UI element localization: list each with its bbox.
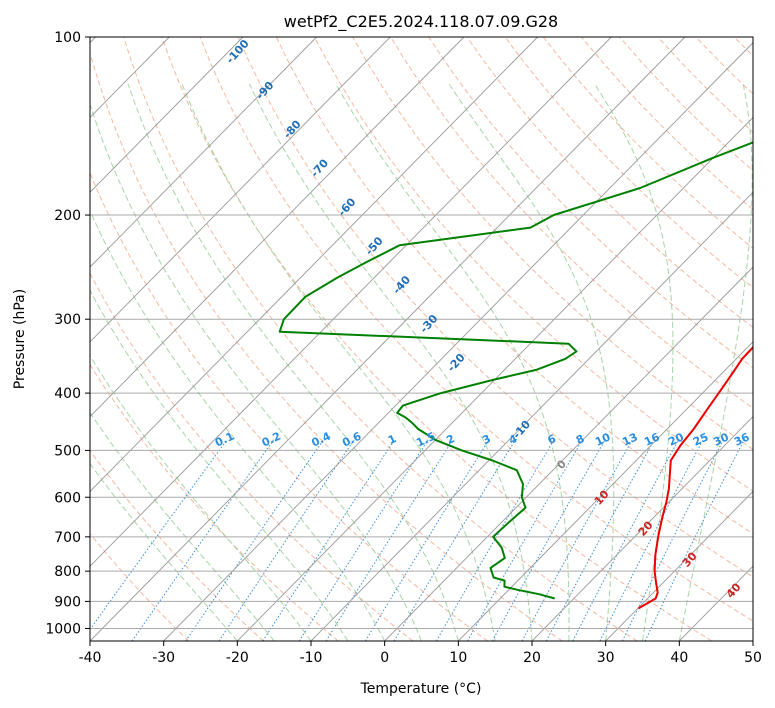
y-tick-label: 1000	[45, 621, 81, 637]
isotherm-line	[90, 37, 244, 193]
dry-adiabat-line	[237, 37, 753, 578]
profile-lines	[278, 141, 753, 610]
moist-adiabat-line	[248, 83, 533, 641]
moist-adiabat-line	[448, 83, 615, 641]
isotherm-line	[458, 341, 753, 641]
dry-adiabat-line	[161, 37, 712, 641]
mixing-ratio-label: 25	[691, 430, 710, 448]
x-tick-label: 50	[744, 650, 762, 666]
dry-adiabat-line	[90, 272, 414, 641]
x-tick-label: 30	[597, 650, 615, 666]
x-tick-label: 20	[523, 650, 541, 666]
mixing-ratio-line	[262, 439, 395, 641]
moist-adiabat-line	[678, 83, 753, 641]
y-tick-label: 600	[54, 490, 81, 506]
moist-adiabat-line	[335, 83, 570, 641]
mixing-ratio-label: 10	[593, 430, 613, 448]
y-tick-label: 400	[54, 386, 81, 402]
y-tick-label: 200	[54, 208, 81, 224]
moist-adiabat-line	[90, 102, 422, 641]
mixing-ratio-label: 13	[620, 430, 639, 448]
dry-adiabat-line	[199, 37, 753, 622]
x-tick-label: -40	[79, 650, 102, 666]
isotherm-line	[384, 266, 753, 641]
x-tick-label: 0	[380, 650, 389, 666]
y-axis: 100 200 300 400 500 600 700 800 900 1000	[45, 30, 90, 637]
mixing-ratio-label: 36	[732, 430, 752, 448]
isotherm-line	[90, 37, 465, 418]
mixing-ratio-line	[298, 439, 429, 641]
mixing-ratio-line	[185, 439, 324, 641]
mixing-ratio-line	[325, 439, 454, 641]
dry-adiabat-line	[390, 37, 753, 409]
isotherm-line	[90, 37, 686, 641]
y-tick-label: 700	[54, 530, 81, 546]
isotherm-line	[531, 415, 753, 641]
dry-adiabat-line	[90, 532, 190, 641]
mixing-ratio-line	[521, 439, 633, 641]
isotherm-line	[237, 116, 753, 641]
y-tick-label: 500	[54, 443, 81, 459]
isotherm-line	[90, 37, 391, 343]
x-tick-label: -20	[226, 650, 249, 666]
dry-adiabat-line	[352, 37, 753, 450]
moist-adiabat-line	[90, 289, 349, 641]
temperature-line	[637, 345, 753, 610]
dewpoint-line	[278, 141, 753, 600]
y-tick-label: 300	[54, 312, 81, 328]
isotherm-line	[310, 191, 753, 641]
moist-adiabat-line	[127, 83, 459, 641]
mixing-ratio-line	[364, 439, 490, 641]
mixing-ratio-line	[621, 439, 724, 641]
y-tick-label: 800	[54, 564, 81, 580]
y-tick-label: 900	[54, 594, 81, 610]
mixing-ratio-line	[572, 439, 679, 641]
x-tick-label: -10	[300, 650, 323, 666]
dry-adiabat-line	[123, 37, 638, 641]
mixing-ratio-line	[545, 439, 655, 641]
y-tick-label: 100	[54, 30, 81, 46]
isotherm-line	[605, 490, 753, 641]
mixing-ratio-line	[131, 439, 275, 641]
isotherm-line	[90, 37, 538, 493]
x-tick-label: 40	[670, 650, 688, 666]
dry-adiabat-line	[504, 37, 753, 289]
x-tick-label: -30	[152, 650, 175, 666]
x-axis: -40 -30 -20 -10 0 10 20 30 40 50	[79, 641, 762, 666]
dry-adiabat-line	[466, 37, 753, 329]
dry-adiabat-line	[313, 37, 753, 492]
chart-title: wetPf2_C2E5.2024.118.07.09.G28	[284, 12, 558, 32]
mixing-ratio-label: 20	[666, 430, 686, 448]
moist-adiabat-line	[90, 354, 312, 641]
mixing-ratio-label: 30	[711, 430, 731, 448]
x-tick-label: 10	[449, 650, 467, 666]
dry-adiabat-line	[90, 51, 563, 641]
moist-adiabat-line	[594, 83, 674, 641]
dry-adiabat-line	[275, 37, 753, 535]
mixing-ratio-label: 16	[642, 430, 662, 448]
isotherm-line	[90, 37, 612, 567]
y-axis-label: Pressure (hPa)	[12, 289, 28, 389]
mixing-ratio-line	[435, 439, 555, 641]
mixing-ratio-line	[644, 439, 745, 641]
isotherm-line	[90, 37, 317, 268]
moist-adiabat-line	[90, 462, 238, 641]
mixing-ratio-line	[218, 439, 355, 641]
x-axis-label: Temperature (°C)	[360, 681, 482, 697]
plot-frame	[89, 36, 754, 642]
background-lines	[90, 37, 753, 641]
